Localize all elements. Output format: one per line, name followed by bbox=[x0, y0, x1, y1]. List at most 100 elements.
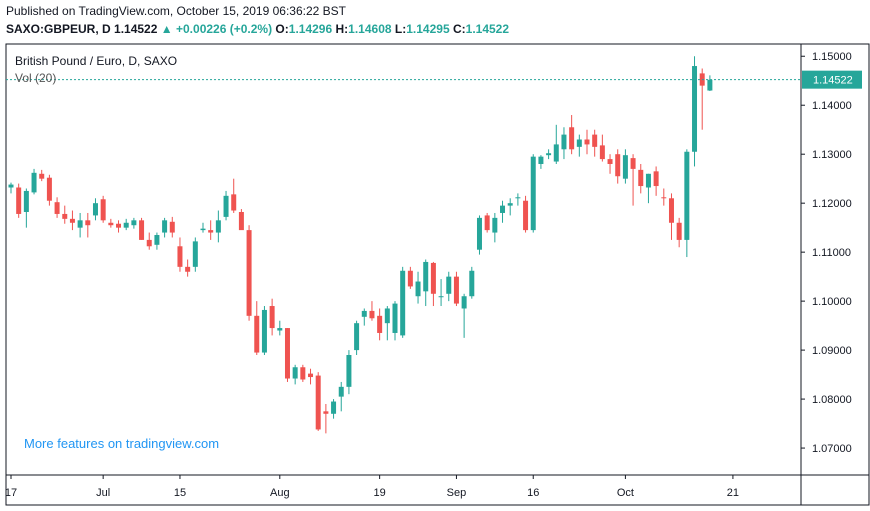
candle-body bbox=[592, 134, 598, 147]
candle-body bbox=[292, 367, 298, 379]
high-label: H: bbox=[335, 22, 349, 36]
candle-body bbox=[538, 156, 544, 164]
candle-body bbox=[108, 222, 114, 226]
candle-body bbox=[223, 195, 229, 217]
candle-body bbox=[246, 230, 252, 316]
candle-body bbox=[400, 270, 406, 336]
candle-body bbox=[515, 197, 521, 199]
low-label: L: bbox=[394, 22, 407, 36]
candle-body bbox=[269, 306, 275, 329]
candle-body bbox=[308, 373, 314, 378]
candle-body bbox=[684, 151, 690, 240]
candle-body bbox=[607, 159, 613, 164]
candle-body bbox=[46, 177, 52, 201]
y-tick-label: 1.09000 bbox=[812, 345, 852, 357]
y-tick-label: 1.07000 bbox=[812, 443, 852, 455]
y-tick-label: 1.15000 bbox=[812, 51, 852, 63]
candle-body bbox=[300, 367, 306, 380]
candles-layer bbox=[8, 56, 713, 434]
candle-body bbox=[354, 323, 360, 351]
candle-body bbox=[192, 241, 198, 267]
legend-title: British Pound / Euro, D, SAXO bbox=[15, 54, 177, 68]
y-tick-label: 1.14000 bbox=[812, 100, 852, 112]
candle-body bbox=[69, 218, 75, 223]
candle-body bbox=[492, 217, 498, 233]
candle-body bbox=[39, 173, 45, 179]
candle-body bbox=[200, 228, 206, 231]
candle-body bbox=[461, 296, 467, 309]
candle-body bbox=[507, 203, 513, 206]
candle-body bbox=[653, 171, 659, 187]
x-axis[interactable]: 17 Jul 15 Aug 19 Sep 16 Oct 21 bbox=[5, 475, 739, 499]
candle-body bbox=[162, 220, 168, 233]
candle-body bbox=[476, 217, 482, 250]
symbol-info-line: SAXO:GBPEUR, D 1.14522 ▲ +0.00226 (+0.2%… bbox=[6, 22, 509, 36]
up-arrow-icon: ▲ bbox=[160, 22, 173, 36]
candle-body bbox=[284, 328, 290, 379]
candle-body bbox=[430, 262, 436, 294]
close-value: 1.14522 bbox=[465, 22, 510, 36]
candle-body bbox=[676, 222, 682, 240]
candle-body bbox=[561, 134, 567, 150]
candle-body bbox=[123, 222, 129, 228]
candle-body bbox=[254, 315, 260, 353]
candle-body bbox=[553, 144, 559, 162]
candle-body bbox=[231, 194, 237, 211]
candle-body bbox=[116, 223, 122, 228]
last-price-value: 1.14522 bbox=[114, 22, 158, 36]
candle-body bbox=[16, 187, 22, 214]
candle-body bbox=[77, 220, 83, 228]
x-tick-label: 21 bbox=[727, 487, 739, 499]
candle-body bbox=[331, 401, 337, 414]
candle-body bbox=[599, 145, 605, 160]
candle-body bbox=[500, 205, 506, 213]
candle-body bbox=[415, 281, 421, 297]
candle-body bbox=[569, 127, 575, 150]
chart-border bbox=[5, 43, 870, 506]
y-tick-label: 1.11000 bbox=[812, 247, 851, 259]
candle-body bbox=[576, 139, 582, 147]
candle-body bbox=[361, 310, 367, 317]
candle-body bbox=[315, 375, 321, 430]
watermark-link[interactable]: More features on tradingview.com bbox=[24, 436, 219, 451]
change-value: +0.00226 (+0.2%) bbox=[176, 22, 273, 36]
candle-body bbox=[185, 266, 191, 272]
candle-body bbox=[622, 155, 628, 179]
candle-body bbox=[484, 215, 490, 231]
candle-body bbox=[208, 230, 214, 233]
candle-body bbox=[92, 203, 98, 216]
last-price-tag-label: 1.14522 bbox=[813, 75, 853, 87]
candle-body bbox=[261, 309, 267, 353]
symbol-name: SAXO:GBPEUR, D bbox=[6, 22, 111, 36]
candle-body bbox=[615, 154, 621, 177]
candle-body bbox=[645, 173, 651, 188]
candle-body bbox=[85, 220, 91, 226]
candle-body bbox=[661, 197, 667, 199]
candle-body bbox=[215, 220, 221, 233]
candle-body bbox=[139, 220, 145, 240]
x-tick-label: Oct bbox=[617, 487, 634, 499]
published-line: Published on TradingView.com, October 15… bbox=[6, 4, 346, 18]
candle-body bbox=[707, 79, 713, 91]
candle-body bbox=[238, 211, 244, 231]
x-tick-label: 15 bbox=[174, 487, 186, 499]
legend-volume[interactable]: Vol (20) bbox=[15, 71, 56, 85]
candle-body bbox=[346, 355, 352, 387]
candle-body bbox=[54, 202, 60, 214]
high-value: 1.14608 bbox=[348, 22, 392, 36]
last-price-tag bbox=[802, 70, 862, 89]
close-label: C: bbox=[452, 22, 466, 36]
candle-body bbox=[177, 246, 183, 267]
y-tick-label: 1.08000 bbox=[812, 394, 852, 406]
y-tick-label: 1.13000 bbox=[812, 149, 852, 161]
candle-body bbox=[8, 184, 14, 188]
candle-body bbox=[630, 158, 636, 169]
candle-body bbox=[668, 198, 674, 223]
y-tick-label: 1.12000 bbox=[812, 198, 852, 210]
candle-body bbox=[338, 386, 344, 397]
y-axis[interactable]: 1.15000 1.14000 1.13000 1.12000 1.11000 1.100… bbox=[801, 51, 852, 455]
candle-body bbox=[523, 200, 529, 231]
candle-body bbox=[169, 221, 175, 233]
candle-body bbox=[23, 190, 29, 212]
